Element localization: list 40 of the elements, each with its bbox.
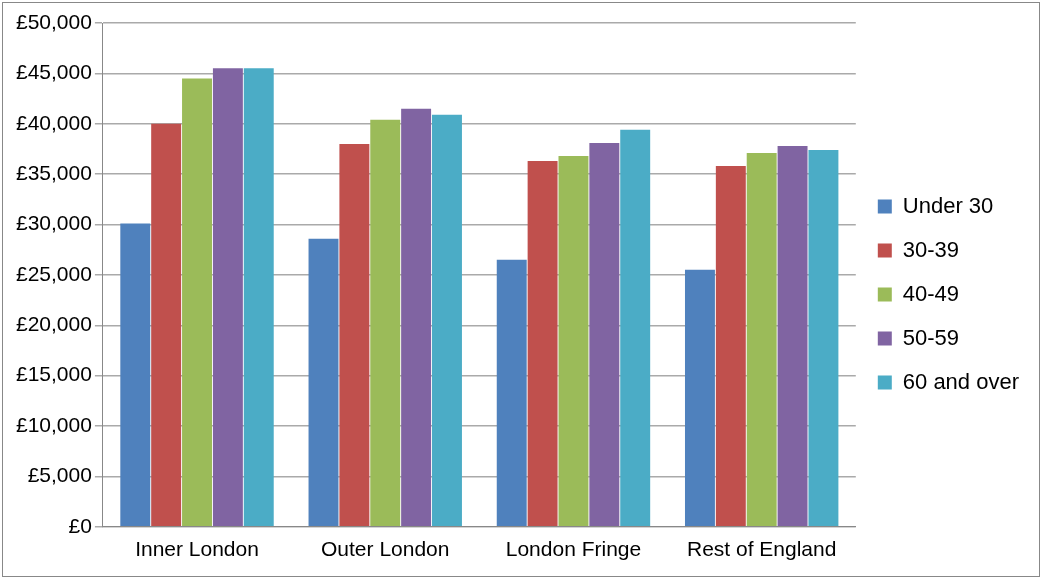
bar xyxy=(684,269,715,527)
bar xyxy=(808,149,839,527)
y-tick-label: £30,000 xyxy=(15,211,92,235)
bar xyxy=(370,119,401,527)
legend-label: 30-39 xyxy=(902,236,960,262)
bar xyxy=(527,161,558,527)
bar xyxy=(401,108,432,527)
bar xyxy=(182,78,212,527)
bar xyxy=(620,129,651,527)
y-tick-label: £25,000 xyxy=(15,261,92,285)
bar xyxy=(339,143,370,527)
bar xyxy=(308,238,339,527)
bar xyxy=(558,156,589,527)
bar xyxy=(589,142,620,527)
y-tick-label: £35,000 xyxy=(15,160,92,184)
legend-label: 40-49 xyxy=(902,280,960,306)
bar xyxy=(746,152,777,527)
y-tick-label: £15,000 xyxy=(15,362,92,386)
legend-label: 60 and over xyxy=(902,368,1019,394)
x-tick-label: Rest of England xyxy=(686,537,837,561)
legend-label: Under 30 xyxy=(902,192,994,218)
bar xyxy=(432,114,462,527)
y-tick-label: £50,000 xyxy=(15,9,92,33)
x-tick-label: Outer London xyxy=(321,537,450,561)
bar xyxy=(715,166,746,527)
bar xyxy=(243,68,274,527)
bar xyxy=(212,68,243,527)
bar xyxy=(777,145,808,527)
bar xyxy=(120,223,151,527)
y-tick-label: £20,000 xyxy=(15,312,92,336)
bar xyxy=(151,123,182,527)
y-tick-label: £5,000 xyxy=(27,463,92,487)
x-tick-label: London Fringe xyxy=(505,537,642,561)
y-tick-label: £0 xyxy=(68,513,92,537)
y-tick-label: £45,000 xyxy=(15,60,92,84)
y-tick-label: £10,000 xyxy=(15,412,92,436)
y-tick-label: £40,000 xyxy=(15,110,92,134)
bar xyxy=(496,259,527,527)
x-tick-label: Inner London xyxy=(135,537,259,561)
legend-label: 50-59 xyxy=(902,324,960,350)
